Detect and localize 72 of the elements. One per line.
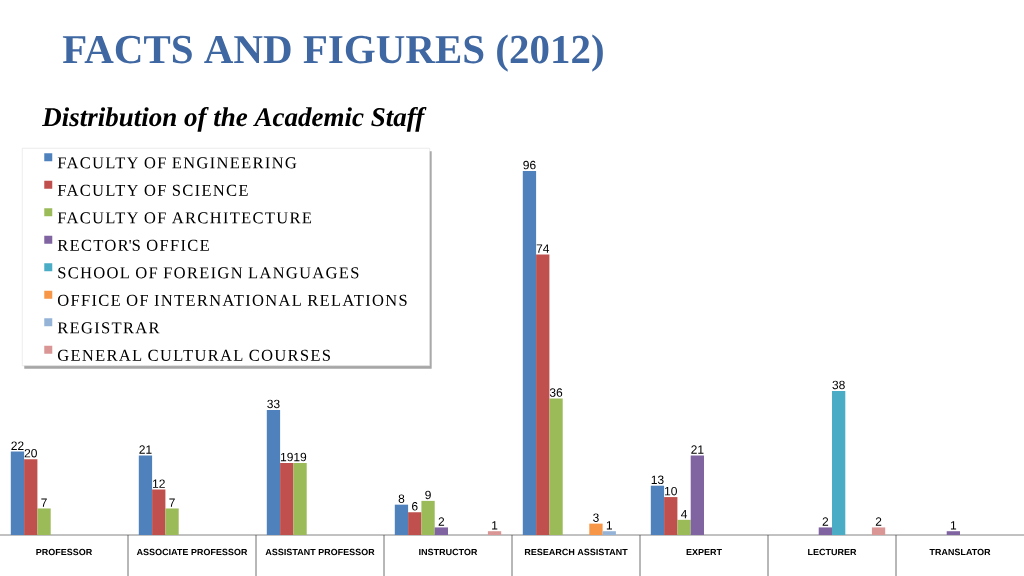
data-label: 74 — [536, 244, 550, 253]
data-label: 7 — [41, 498, 47, 507]
bar — [589, 523, 603, 535]
chart-title: FACTS AND FIGURES (2012) — [62, 34, 603, 72]
data-label: 21 — [691, 445, 704, 454]
data-label: 4 — [681, 509, 688, 519]
bar — [832, 390, 846, 535]
legend-label: FACULTY OF SCIENCE — [57, 184, 248, 196]
data-label: 7 — [169, 498, 175, 507]
bar — [650, 485, 665, 535]
legend-label: SCHOOL OF FOREIGN LANGUAGES — [58, 267, 359, 279]
bar — [664, 497, 678, 535]
bar — [10, 451, 25, 535]
data-label: 1 — [492, 521, 498, 530]
bar — [293, 462, 307, 535]
bar — [434, 527, 448, 535]
bar — [536, 254, 550, 535]
bar — [24, 459, 38, 535]
data-label: 20 — [24, 448, 37, 458]
bar — [487, 531, 502, 535]
data-label: 8 — [398, 494, 405, 503]
x-tick-label: TRANSLATOR — [929, 548, 991, 556]
bar — [37, 508, 51, 535]
data-label: 2 — [438, 517, 445, 526]
data-label: 19 — [294, 452, 307, 462]
legend-label: FACULTY OF ARCHITECTURE — [57, 212, 312, 224]
bar — [138, 455, 153, 535]
data-label: 38 — [832, 380, 845, 390]
x-tick-label: INSTRUCTOR — [419, 548, 478, 556]
data-label: 1 — [606, 521, 613, 530]
x-tick-label: RESEARCH ASSISTANT — [524, 548, 628, 556]
bar — [421, 500, 435, 535]
bar — [690, 455, 704, 535]
bar — [152, 489, 166, 535]
data-label: 36 — [549, 388, 563, 397]
bar — [165, 508, 179, 535]
data-label: 19 — [281, 452, 293, 462]
data-label: 3 — [593, 513, 599, 522]
data-label: 2 — [822, 517, 829, 526]
x-tick-label: EXPERT — [686, 548, 722, 556]
legend-label: GENERAL CULTURAL COURSES — [57, 349, 330, 361]
bar — [602, 531, 616, 535]
data-label: 2 — [875, 517, 882, 526]
legend-label: RECTOR'S OFFICE — [57, 239, 209, 251]
data-label: 9 — [425, 490, 431, 500]
data-label: 21 — [139, 445, 152, 454]
bar — [677, 519, 691, 535]
x-tick-label: PROFESSOR — [36, 548, 93, 556]
data-label: 13 — [651, 475, 664, 485]
data-label: 10 — [665, 486, 677, 496]
bar — [394, 504, 409, 535]
bar — [946, 531, 960, 535]
x-tick-label: ASSOCIATE PROFESSOR — [136, 548, 248, 556]
data-label: 6 — [412, 502, 418, 511]
bar — [266, 409, 281, 535]
bar — [280, 462, 294, 535]
data-label: 22 — [11, 441, 24, 450]
x-tick-label: ASSISTANT PROFESSOR — [265, 548, 375, 556]
data-label: 1 — [950, 521, 957, 530]
data-label: 33 — [267, 399, 280, 409]
legend-label: REGISTRAR — [57, 322, 160, 334]
x-tick-label: LECTURER — [808, 548, 857, 556]
chart-subtitle: Distribution of the Academic Staff — [42, 106, 427, 132]
bar — [408, 512, 422, 535]
data-label: 12 — [153, 479, 165, 488]
bar — [818, 527, 832, 535]
bar — [522, 171, 537, 535]
bar — [871, 527, 886, 535]
data-label: 96 — [523, 160, 536, 170]
bar — [549, 398, 563, 535]
legend-label: OFFICE OF INTERNATIONAL RELATIONS — [57, 294, 407, 306]
legend-label: FACULTY OF ENGINEERING — [57, 157, 297, 169]
